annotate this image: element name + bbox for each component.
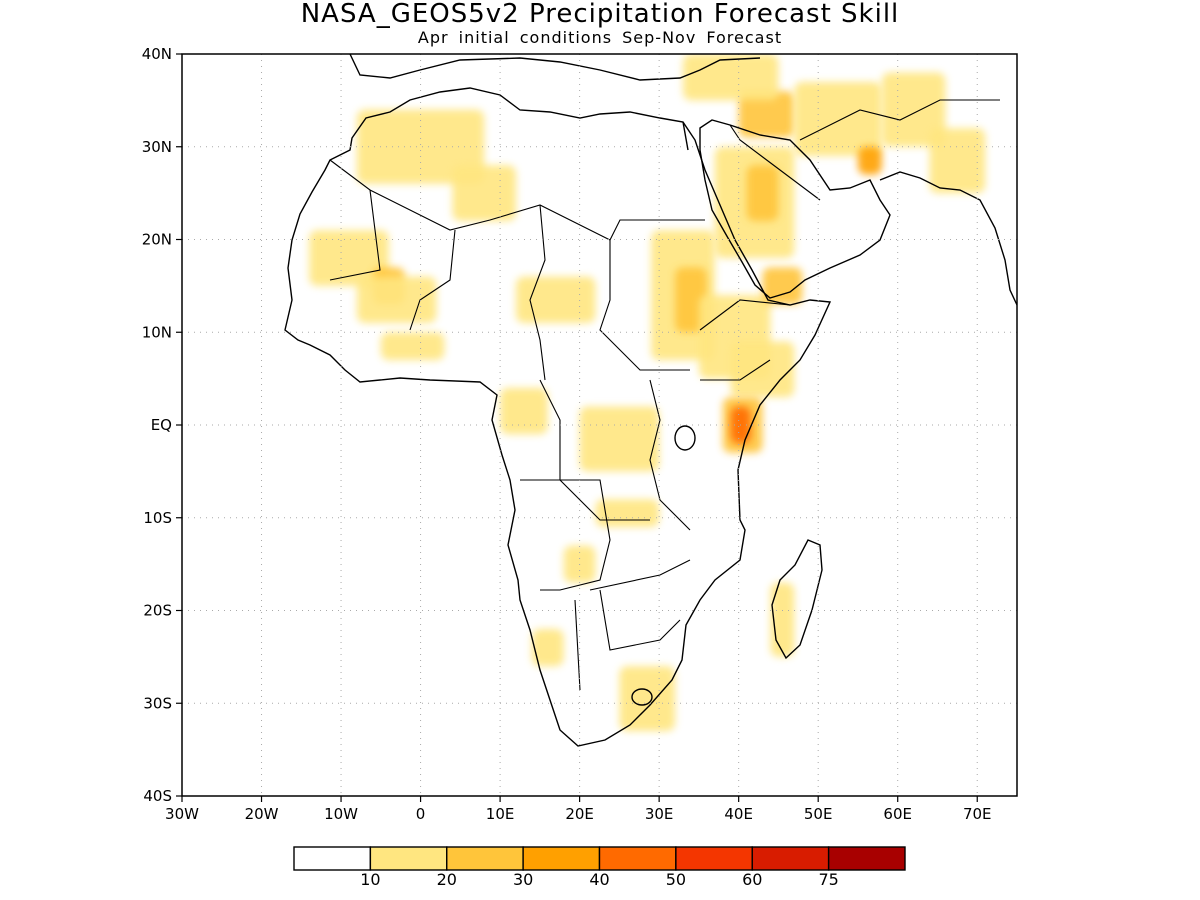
lon-tick-label: 70E — [963, 805, 992, 823]
colorbar-legend: 10 20 30 40 50 60 75 — [293, 846, 906, 889]
skill-region-sahel-west-south — [356, 276, 437, 323]
lon-tick-label: 30E — [645, 805, 674, 823]
skill-region-iran — [794, 81, 882, 157]
lat-tick-label: 30N — [142, 138, 172, 156]
skill-region-pakistan — [929, 128, 986, 194]
arabia-coastline — [699, 119, 891, 299]
skill-region-yemen — [762, 267, 803, 305]
colorbar-label: 75 — [818, 870, 838, 889]
eurasia-coastline — [879, 171, 1017, 306]
lon-tick-label: 0 — [416, 805, 426, 823]
lat-tick-label: 20S — [143, 602, 172, 620]
skill-region-mesopotamia — [738, 91, 795, 138]
lon-tick-label: 60E — [883, 805, 912, 823]
lon-tick-label: 30W — [165, 805, 199, 823]
lon-tick-label: 10E — [486, 805, 515, 823]
coastline-layer — [284, 54, 1017, 747]
colorbar-swatch — [522, 846, 601, 871]
lat-tick-label: 20N — [142, 231, 172, 249]
skill-region-congo-basin — [579, 406, 660, 472]
colorbar-label: 20 — [437, 870, 457, 889]
skill-region-south-africa — [619, 666, 676, 732]
lon-tick-label: 20W — [245, 805, 279, 823]
skill-region-namibia — [531, 629, 564, 667]
colorbar-swatch — [598, 846, 677, 871]
colorbar-swatch — [293, 846, 372, 871]
lat-tick-label: 40N — [142, 45, 172, 63]
colorbar-label: 30 — [513, 870, 533, 889]
lon-tick-label: 50E — [804, 805, 833, 823]
lat-tick-label: EQ — [151, 416, 172, 434]
colorbar-label: 60 — [742, 870, 762, 889]
madagascar-coastline — [771, 539, 823, 660]
latitude-axis: 40N 30N 20N 10N EQ 10S 20S 30S 40S — [142, 45, 182, 805]
lon-tick-label: 20E — [565, 805, 594, 823]
skill-region-afghanistan — [881, 72, 946, 147]
lat-tick-label: 40S — [143, 787, 172, 805]
lat-tick-label: 10N — [142, 323, 172, 341]
lake-victoria — [674, 425, 696, 451]
skill-region-central-chad — [516, 276, 596, 323]
colorbar-swatch — [446, 846, 524, 871]
skill-region-guinea-coast — [380, 332, 445, 361]
skill-region-north-africa-central — [452, 165, 516, 221]
longitude-axis: 30W 20W 10W 0 10E 20E 30E 40E 50E 60E 70E — [165, 796, 992, 823]
colorbar-swatch — [675, 846, 753, 871]
skill-region-horn-of-africa — [730, 341, 795, 398]
map-title: NASA_GEOS5v2 Precipitation Forecast Skil… — [300, 0, 900, 29]
red-sea-west — [682, 121, 689, 151]
gridlines — [182, 54, 1017, 796]
lon-tick-label: 10W — [324, 805, 358, 823]
lat-tick-label: 30S — [143, 694, 172, 712]
colorbar-label: 50 — [666, 870, 686, 889]
skill-region-sudan-core — [675, 267, 707, 333]
skill-region-north-africa-west — [356, 109, 485, 184]
skill-region-equatorial-west — [500, 387, 548, 435]
mediterranean-north-coast — [349, 54, 761, 81]
country-borders — [329, 99, 1000, 691]
colorbar-swatch — [369, 846, 448, 871]
map-subtitle: Apr initial conditions Sep-Nov Forecast — [417, 28, 783, 47]
colorbar-swatch — [827, 846, 906, 871]
lat-tick-label: 10S — [143, 509, 172, 527]
colorbar-swatch — [751, 846, 830, 871]
africa-coastline — [284, 87, 832, 747]
lon-tick-label: 40E — [724, 805, 753, 823]
skill-region-arabia-core — [746, 165, 779, 221]
colorbar-label: 40 — [589, 870, 609, 889]
skill-shading-layer — [309, 54, 986, 732]
skill-region-turkey-caspian — [683, 54, 779, 101]
colorbar-label: 10 — [360, 870, 380, 889]
lesotho-border — [631, 688, 653, 706]
skill-region-iran-south — [857, 146, 882, 175]
